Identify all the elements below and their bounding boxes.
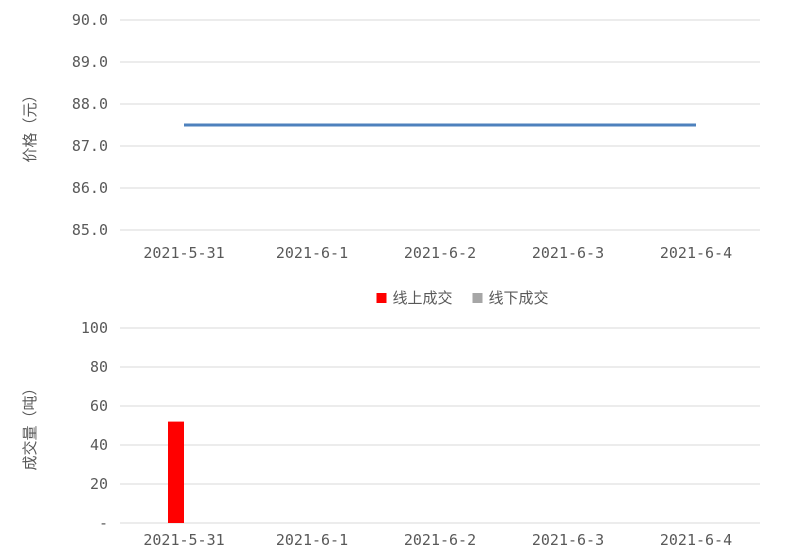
top-y-tick-0: 85.0 [72,221,108,239]
top-y-axis-title: 价格（元） [22,87,39,162]
legend-label-1: 线下成交 [489,289,549,307]
chart-pair: 85.0 86.0 87.0 88.0 89.0 90.0 价格（元） 2021-5-31 20… [0,0,785,557]
bot-y-tick-5: 100 [81,319,108,337]
bot-x-tick-3: 2021-6-3 [532,531,604,549]
bot-x-tick-4: 2021-6-4 [660,531,732,549]
top-x-tick-1: 2021-6-1 [276,244,348,262]
top-x-tick-3: 2021-6-3 [532,244,604,262]
top-y-tick-4: 89.0 [72,53,108,71]
top-x-tick-2: 2021-6-2 [404,244,476,262]
top-x-tick-0: 2021-5-31 [143,244,224,262]
bot-x-tick-0: 2021-5-31 [143,531,224,549]
top-y-tick-3: 88.0 [72,95,108,113]
top-y-tick-1: 86.0 [72,179,108,197]
bot-y-tick-4: 80 [90,358,108,376]
bot-y-tick-1: 20 [90,475,108,493]
bar-线上成交-0 [168,422,184,523]
bot-y-tick-2: 40 [90,436,108,454]
top-y-tick-5: 90.0 [72,11,108,29]
bot-y-tick-3: 60 [90,397,108,415]
bot-y-axis-title: 成交量（吨） [21,380,39,470]
legend-swatch-0 [377,293,387,303]
top-x-tick-4: 2021-6-4 [660,244,732,262]
bot-y-tick-0: - [99,514,108,532]
top-y-tick-2: 87.0 [72,137,108,155]
bot-x-tick-2: 2021-6-2 [404,531,476,549]
legend-label-0: 线上成交 [393,289,453,307]
legend-swatch-1 [473,293,483,303]
bot-x-tick-1: 2021-6-1 [276,531,348,549]
